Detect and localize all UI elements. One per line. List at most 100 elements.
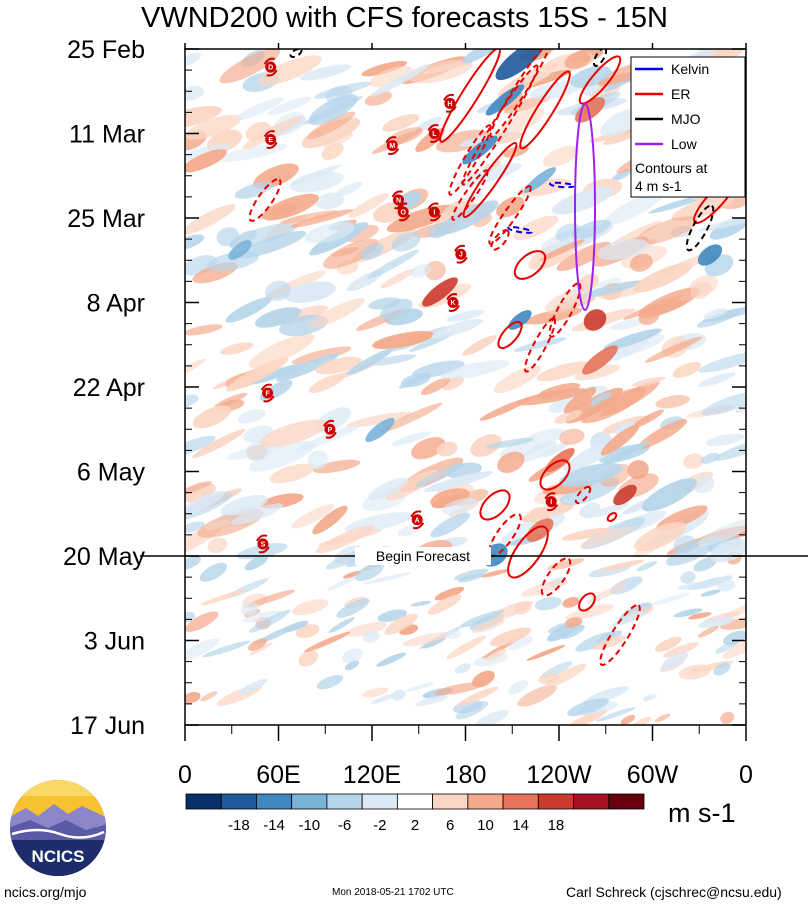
field-patch <box>683 453 704 469</box>
field-patch <box>470 434 502 457</box>
er-contour <box>439 49 501 143</box>
field-patch <box>516 388 587 406</box>
field-patch <box>348 193 390 218</box>
field-patch <box>702 304 746 323</box>
field-patch <box>474 709 509 725</box>
field-patch <box>199 562 228 582</box>
field-patch <box>242 610 284 623</box>
cyclone-marker[interactable]: O <box>396 202 411 222</box>
field-patch <box>304 221 355 244</box>
field-patch <box>690 281 712 300</box>
field-patch <box>185 53 202 69</box>
forecast-label: Begin Forecast <box>376 548 470 564</box>
field-patch <box>410 600 432 607</box>
cyclone-label: L <box>432 131 437 138</box>
field-patch <box>298 650 319 667</box>
field-patch <box>200 691 218 702</box>
cyclone-marker[interactable]: S <box>256 534 270 554</box>
field-streak <box>508 310 532 330</box>
field-streak <box>523 167 557 193</box>
ncics-logo[interactable]: NCICS <box>8 778 108 878</box>
cyclone-arm <box>430 214 442 222</box>
field-patch <box>185 234 205 251</box>
field-patch <box>499 428 565 460</box>
field-patch <box>228 230 258 249</box>
x-tick-label: 180 <box>445 761 487 789</box>
field-patch <box>367 249 420 279</box>
cyclone-arm <box>256 534 268 542</box>
cyclone-marker[interactable]: E <box>263 130 278 149</box>
field-patch <box>323 238 379 269</box>
field-patch <box>547 622 568 634</box>
cyclone-arm <box>448 304 460 312</box>
field-patch <box>462 49 500 64</box>
field-patch <box>309 298 365 328</box>
field-patch <box>680 571 696 584</box>
field-patch <box>372 331 434 349</box>
field-patch <box>423 470 494 493</box>
field-streak <box>422 277 458 307</box>
footer-site-link[interactable]: ncics.org/mjo <box>4 884 87 900</box>
field-patch <box>581 387 646 424</box>
mjo-contour <box>289 49 303 58</box>
cyclone-label: I <box>550 499 552 506</box>
field-patch <box>328 617 355 633</box>
field-patch <box>508 636 534 650</box>
field-patch <box>671 194 735 222</box>
cyclone-marker[interactable]: D <box>263 57 278 77</box>
cyclone-arm <box>443 93 455 101</box>
field-patch <box>489 627 532 647</box>
colorbar-tick-label: 10 <box>477 817 494 834</box>
cyclone-marker[interactable]: A <box>410 510 425 530</box>
cyclone-arm <box>430 135 442 143</box>
cyclone-label: A <box>415 517 420 524</box>
field-patch <box>600 559 645 572</box>
field-patch <box>291 346 352 365</box>
field-patch <box>362 572 412 585</box>
field-streak <box>495 49 545 81</box>
cyclone-marker[interactable]: J <box>453 244 468 264</box>
field-patch <box>344 660 360 671</box>
x-tick-label: 60E <box>256 761 300 789</box>
field-streak <box>312 505 348 535</box>
cyclone-marker[interactable]: P <box>323 419 337 439</box>
colorbar-swatch <box>326 793 363 810</box>
field-patch <box>402 632 450 647</box>
field-patch <box>415 695 448 706</box>
cyclone-marker[interactable]: H <box>443 93 457 113</box>
field-patch <box>720 711 735 724</box>
field-patch <box>661 652 689 670</box>
field-patch <box>603 328 662 350</box>
y-tick-label: 3 Jun <box>84 628 145 656</box>
cyclone-marker[interactable]: K <box>446 293 460 312</box>
cyclone-marker[interactable]: I <box>544 492 559 512</box>
field-patch <box>315 192 345 210</box>
field-patch <box>361 60 408 77</box>
er-contour <box>448 124 492 196</box>
field-patch <box>342 648 363 664</box>
field-patch <box>185 114 242 140</box>
field-patch <box>255 622 302 645</box>
cyclone-marker[interactable]: L <box>427 124 442 143</box>
field-streak <box>485 84 525 116</box>
cyclone-marker[interactable]: F <box>260 383 275 403</box>
field-patch <box>631 376 666 387</box>
field-patch <box>701 391 746 416</box>
field-patch <box>185 394 199 408</box>
field-patch <box>249 642 273 656</box>
legend-box <box>630 56 746 198</box>
field-patch <box>430 512 471 538</box>
cyclone-dot <box>257 538 269 550</box>
field-patch <box>663 642 699 658</box>
field-patch <box>565 604 614 621</box>
field-patch <box>575 631 616 652</box>
cyclone-marker[interactable]: M <box>385 136 400 156</box>
field-streak <box>600 424 640 456</box>
field-patch <box>446 629 462 640</box>
cyclone-marker[interactable]: I <box>427 202 442 222</box>
field-patch <box>688 612 712 620</box>
field-patch <box>611 169 632 182</box>
field-patch <box>526 644 566 661</box>
field-patch <box>327 573 363 591</box>
cyclone-label: S <box>261 541 266 548</box>
